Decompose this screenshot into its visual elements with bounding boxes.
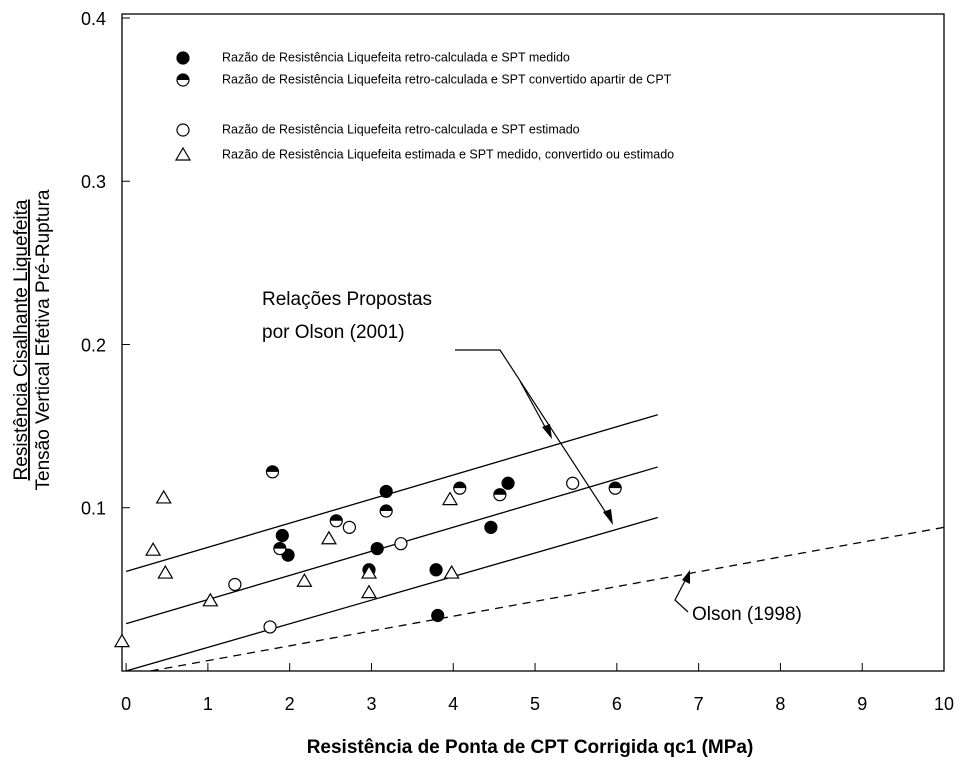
arrowhead [542, 424, 552, 439]
marker [453, 481, 467, 495]
x-tick-label: 3 [366, 694, 376, 714]
marker-fill [609, 482, 622, 489]
x-tick-label: 8 [775, 694, 785, 714]
x-tick-label: 6 [612, 694, 622, 714]
legend-marker [176, 73, 190, 87]
marker-fill [493, 488, 506, 495]
legend-marker [176, 123, 190, 137]
arrowhead [603, 509, 613, 525]
legend-label: Razão de Resistência Liquefeita retro-ca… [222, 122, 580, 136]
marker [441, 491, 459, 506]
y-tick-label: 0.3 [81, 172, 106, 192]
marker [484, 520, 498, 534]
marker [379, 504, 393, 518]
marker [265, 465, 280, 479]
x-tick-label: 5 [530, 694, 540, 714]
y-label: Tensão Vertical Efetiva Pré-Ruptura [33, 189, 54, 490]
y-label: Resistência Cisalhante Liquefeita [11, 199, 32, 480]
y-tick-label: 0.4 [81, 9, 106, 29]
marker-fill [330, 514, 343, 521]
x-tick-label: 0 [121, 694, 131, 714]
marker [608, 481, 622, 495]
annotation: Olson (1998) [692, 604, 802, 625]
legend-label: Razão de Resistência Liquefeita retro-ca… [222, 72, 672, 86]
marker [202, 592, 219, 607]
x-tick-label: 9 [857, 694, 867, 714]
marker [493, 488, 507, 502]
marker [273, 541, 287, 556]
marker-fill [273, 542, 286, 549]
marker [379, 484, 393, 499]
marker [566, 476, 580, 490]
marker [228, 577, 242, 592]
x-tick-label: 10 [934, 694, 954, 714]
annotation: por Olson (2001) [262, 322, 405, 343]
x-tick-label: 7 [694, 694, 704, 714]
marker [360, 584, 378, 599]
marker [431, 608, 445, 623]
marker [429, 563, 443, 577]
plot-frame [121, 13, 945, 672]
y-label-group: Resistência Cisalhante Liquefeita [11, 199, 32, 480]
marker [329, 514, 343, 528]
arrow [674, 574, 689, 613]
marker [113, 633, 131, 648]
y-label-group: Tensão Vertical Efetiva Pré-Ruptura [33, 189, 54, 490]
fit-line [125, 516, 658, 672]
marker [145, 542, 162, 556]
legend-marker [174, 146, 192, 161]
legend-label: Razão de Resistência Liquefeita retro-ca… [222, 50, 570, 64]
y-tick-label: 0.2 [81, 335, 106, 355]
marker-fill [380, 505, 393, 512]
marker [360, 564, 378, 579]
marker [296, 573, 313, 587]
arrow [455, 349, 613, 523]
marker [443, 564, 460, 579]
marker-fill [177, 74, 189, 80]
marker [263, 620, 277, 634]
marker [275, 528, 289, 543]
x-tick-label: 4 [448, 694, 458, 714]
y-tick-label: 0.1 [81, 499, 106, 519]
marker [342, 520, 356, 534]
marker [320, 530, 337, 545]
legend-marker [176, 51, 190, 65]
marker [155, 489, 172, 504]
arrowhead [682, 570, 690, 584]
x-label: Resistência de Ponta de CPT Corrigida qc… [307, 737, 754, 758]
legend-label: Razão de Resistência Liquefeita estimada… [222, 147, 674, 161]
marker [370, 541, 384, 556]
marker-fill [266, 465, 279, 472]
x-tick-label: 1 [203, 694, 213, 714]
marker-fill [453, 482, 466, 489]
marker [157, 564, 174, 579]
fit-line [125, 466, 658, 625]
x-tick-label: 2 [285, 694, 295, 714]
annotation: Relações Propostas [262, 289, 432, 310]
marker [394, 537, 408, 551]
marker [501, 476, 515, 490]
